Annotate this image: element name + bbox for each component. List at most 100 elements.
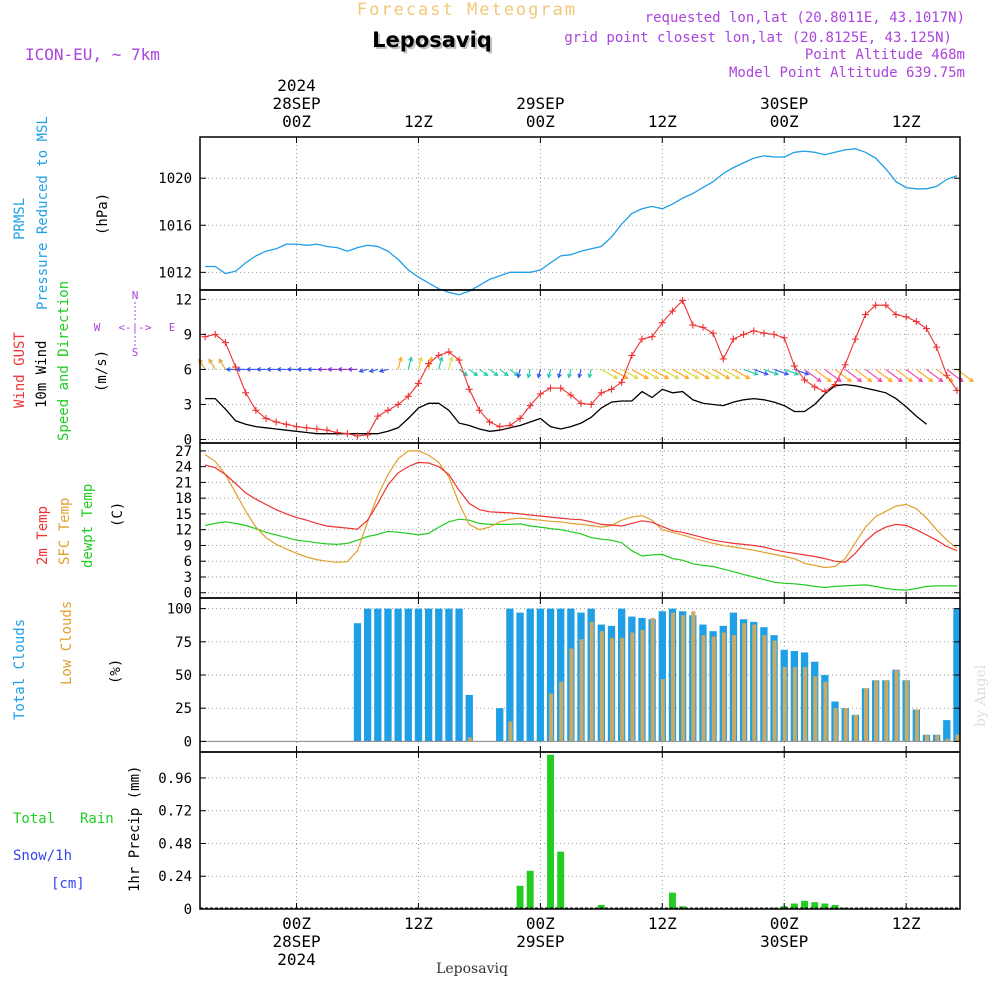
wind-direction-arrow (509, 368, 519, 376)
low-clouds-bar (630, 632, 635, 742)
low-clouds-bar (782, 667, 787, 742)
total-clouds-bar (658, 611, 666, 742)
wind-direction-arrow (804, 368, 821, 382)
precip-ytick-label: 0.48 (158, 836, 192, 852)
wind-direction-arrowhead (316, 366, 322, 372)
gust-point-marker (638, 335, 646, 343)
wind-direction-arrow (865, 368, 882, 382)
wind-direction-arrow (218, 359, 226, 370)
gust-point-marker (668, 307, 676, 315)
wind-direction-arrow (448, 357, 453, 370)
pressure-ytick-label: 1020 (158, 171, 192, 187)
bottom-time-label: 12Z (404, 914, 433, 933)
wind-direction-arrowhead (877, 377, 883, 383)
wind-direction-arrowhead (483, 371, 489, 377)
top-date-label: 29SEP (516, 94, 564, 113)
low-clouds-bar (904, 680, 909, 742)
temp-ytick-label: 6 (184, 554, 192, 570)
wind-direction-arrow (631, 368, 649, 379)
gust-point-marker (719, 355, 727, 363)
low-clouds-bar (762, 635, 767, 742)
gust-point-marker (384, 406, 392, 414)
low-clouds-bar (569, 648, 574, 742)
wind-direction-arrow (601, 368, 618, 379)
temp-ytick-label: 27 (175, 444, 192, 460)
total-clouds-bar (384, 608, 392, 742)
rain-bar (669, 892, 676, 909)
bottom-date-label: 28SEP (272, 932, 320, 951)
wind-direction-arrowhead (694, 374, 700, 380)
wind-direction-arrow (875, 368, 893, 382)
precip-ytick-label: 0.72 (158, 804, 192, 820)
total-clouds-bar (546, 608, 555, 742)
gust-point-marker (252, 406, 260, 414)
wind-direction-arrowhead (846, 377, 853, 383)
wind-compass: N W <-|-> E S (94, 289, 176, 359)
axis-layer: 1012101610200369120369121518212427025507… (158, 76, 960, 969)
wind-direction-arrowhead (347, 366, 353, 372)
gust-point-marker (547, 384, 555, 392)
requested-coords: requested lon,lat (20.8011E, 43.1017N) (645, 10, 965, 26)
wind-direction-arrow (651, 368, 669, 379)
wind-direction-arrow (672, 368, 689, 379)
wind-direction-arrow (208, 359, 216, 370)
total-clouds-bar (526, 608, 534, 742)
wind-direction-arrow (468, 368, 478, 376)
compass-north: N (132, 289, 139, 302)
gust-point-marker (841, 361, 849, 369)
wind-direction-arrow (834, 368, 852, 382)
wind-direction-arrowhead (577, 373, 583, 379)
wind-direction-arrowhead (674, 374, 680, 380)
total-clouds-bar (465, 694, 473, 742)
wind-direction-arrowhead (684, 374, 690, 380)
clouds-ytick-label: 100 (167, 602, 192, 618)
gust-point-marker (455, 356, 463, 364)
wind-direction-arrowhead (857, 377, 863, 383)
gust-point-marker (425, 360, 433, 368)
wind-direction-arrowhead (358, 368, 364, 374)
gust-point-marker (557, 384, 565, 392)
gust-point-marker (709, 329, 717, 337)
wind-direction-arrowhead (836, 377, 842, 383)
low-clouds-bar (853, 714, 858, 742)
wind-direction-arrowhead (546, 373, 552, 379)
temp-ytick-label: 3 (184, 570, 192, 586)
rain-bar (801, 900, 808, 909)
wind-direction-arrowhead (938, 377, 944, 383)
low-clouds-bar (691, 611, 696, 742)
wind-direction-arrowhead (643, 374, 649, 380)
wind-direction-arrowhead (557, 373, 562, 379)
wind-direction-arrow (753, 368, 768, 375)
wind-direction-arrowhead (897, 377, 903, 383)
wind-direction-arrow (784, 368, 799, 375)
clouds-ytick-label: 0 (184, 734, 192, 750)
total-clouds-bar (516, 612, 524, 742)
wind-direction-arrowhead (784, 371, 790, 376)
total-clouds-bar (414, 608, 423, 742)
top-time-label: 00Z (770, 112, 799, 131)
pressure-ytick-label: 1012 (158, 265, 192, 281)
gust-point-marker (353, 432, 361, 440)
gust-point-marker (404, 392, 412, 400)
gust-point-marker (232, 363, 240, 371)
temp-ytick-label: 12 (175, 523, 192, 539)
low-clouds-bar (731, 635, 736, 742)
total-clouds-bar (404, 608, 412, 742)
model-label: ICON-EU, ~ 7km (25, 45, 160, 64)
wind-direction-arrow (527, 369, 531, 378)
wind-direction-arrowhead (438, 356, 444, 362)
total-clouds-bar (557, 608, 565, 742)
low-clouds-bar (752, 624, 757, 742)
bottom-time-label: 12Z (892, 914, 921, 933)
wind-direction-arrowhead (536, 373, 542, 379)
wind-direction-arrow (794, 368, 809, 375)
total-clouds-bar (353, 623, 362, 742)
temp-ytick-label: 24 (175, 460, 192, 476)
gust-point-marker (628, 351, 636, 359)
wind-direction-arrowhead (714, 374, 721, 380)
precip-ylabel: 1hr Precip (mm) (127, 766, 143, 892)
gust-point-marker (912, 318, 920, 326)
bottom-date-label: 30SEP (760, 932, 808, 951)
gust-point-marker (536, 390, 544, 398)
wind-direction-arrowhead (826, 377, 832, 383)
